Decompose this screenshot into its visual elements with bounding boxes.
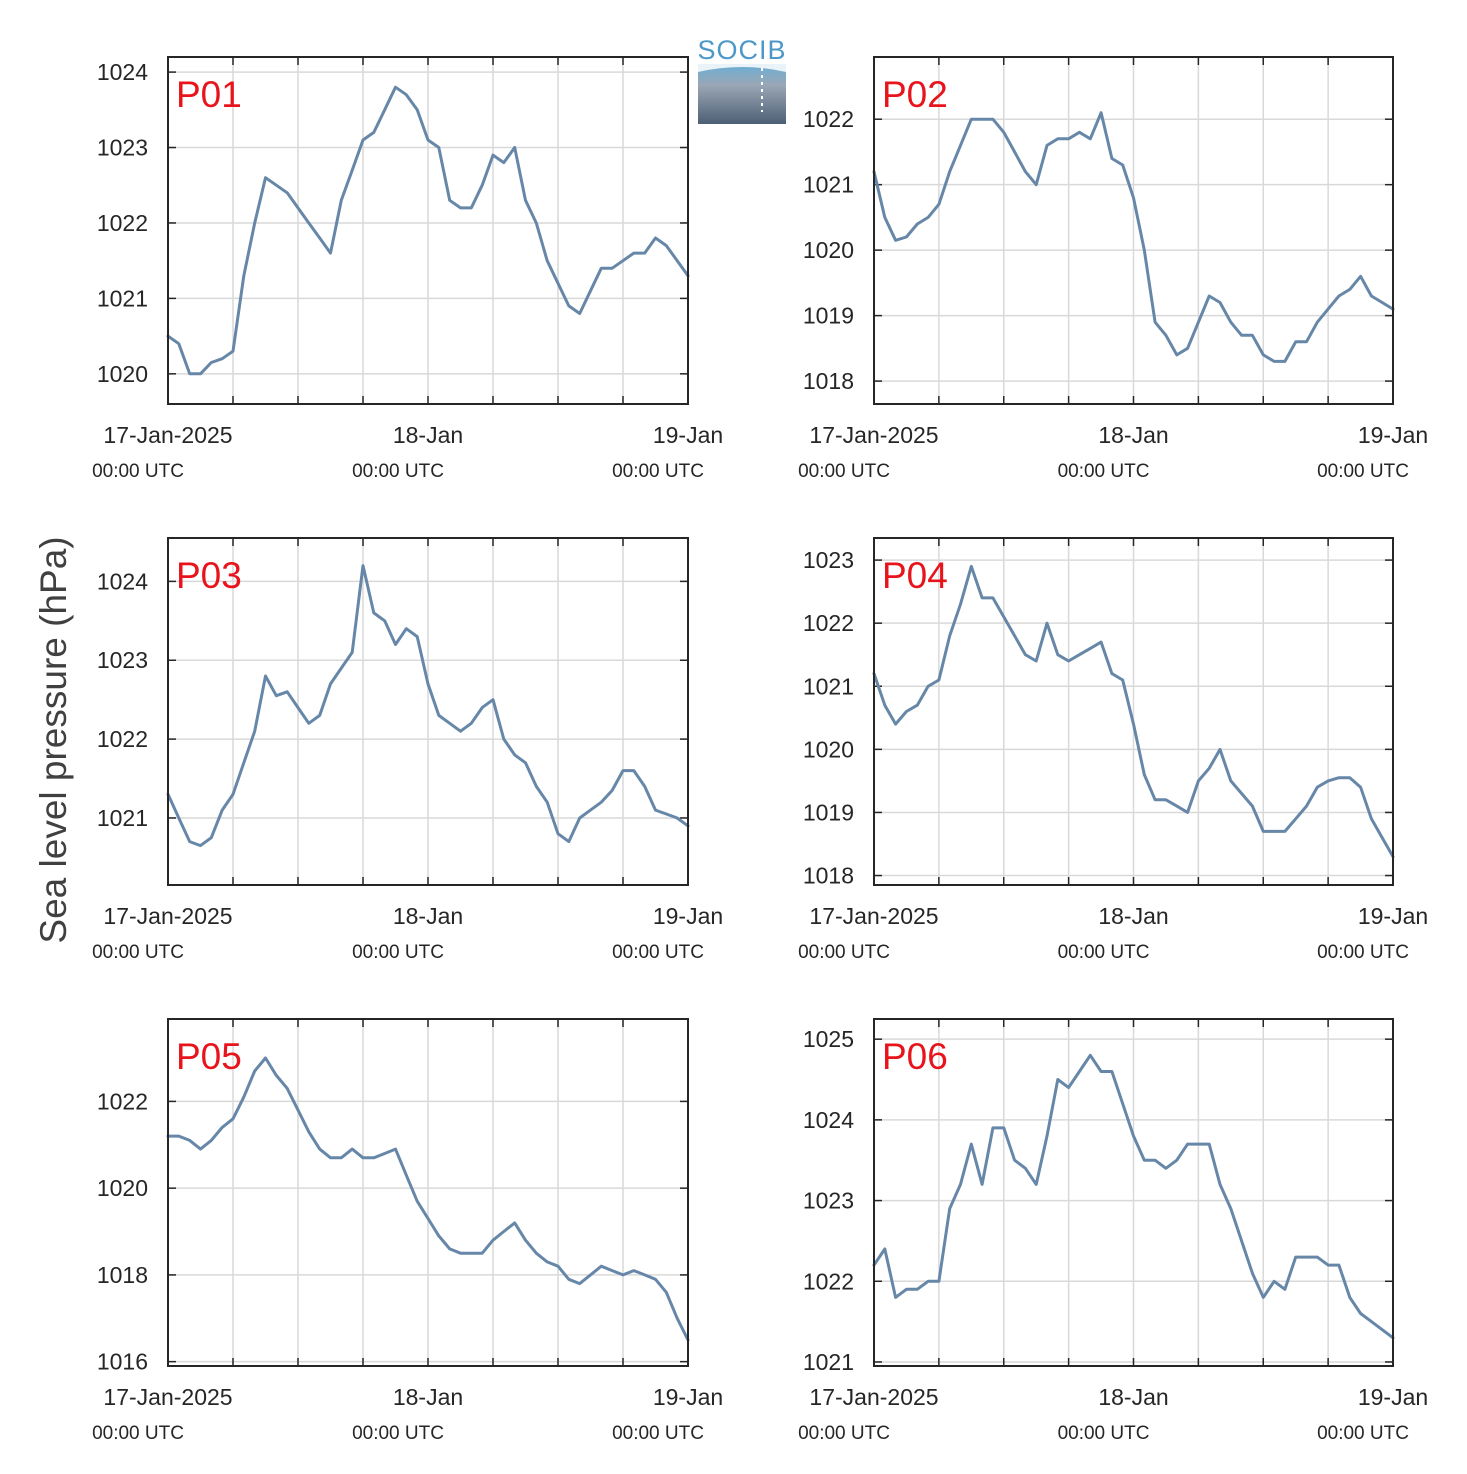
x-tick-date-label: 19-Jan: [1358, 903, 1428, 929]
x-tick-date-label: 19-Jan: [1358, 422, 1428, 448]
y-tick-label: 1018: [97, 1262, 148, 1288]
y-tick-label: 1024: [97, 59, 148, 85]
series-line-p02: [872, 111, 1395, 363]
x-tick-date-label: 19-Jan: [653, 422, 723, 448]
y-tick-label: 1018: [803, 368, 854, 394]
y-tick-label: 1022: [803, 1268, 854, 1294]
x-tick-date-label: 17-Jan-2025: [809, 903, 938, 929]
series-line-p03: [166, 564, 690, 848]
y-tick-label: 1023: [97, 135, 148, 161]
y-tick-label: 1020: [803, 736, 854, 762]
x-tick-time-label: 00:00 UTC: [92, 942, 184, 963]
x-tick-date-label: 18-Jan: [393, 422, 463, 448]
y-tick-label: 1019: [803, 303, 854, 329]
y-axis-label: Sea level pressure (hPa): [33, 536, 74, 943]
x-tick-time-label: 00:00 UTC: [92, 1423, 184, 1444]
panel-title: P05: [176, 1036, 242, 1077]
x-tick-date-label: 19-Jan: [653, 903, 723, 929]
x-tick-time-label: 00:00 UTC: [1058, 461, 1150, 482]
y-tick-label: 1022: [97, 1088, 148, 1114]
x-tick-date-label: 18-Jan: [393, 903, 463, 929]
axes-frame: [167, 56, 689, 405]
panel-title: P01: [176, 74, 242, 115]
x-tick-time-label: 00:00 UTC: [1317, 461, 1409, 482]
x-tick-date-label: 18-Jan: [1098, 422, 1168, 448]
y-tick-label: 1021: [97, 285, 148, 311]
x-tick-date-label: 17-Jan-2025: [103, 422, 232, 448]
x-tick-time-label: 00:00 UTC: [92, 461, 184, 482]
y-tick-label: 1021: [803, 673, 854, 699]
y-tick-label: 1022: [803, 106, 854, 132]
x-tick-time-label: 00:00 UTC: [798, 942, 890, 963]
series-line-p06: [872, 1053, 1395, 1340]
y-tick-label: 1020: [803, 237, 854, 263]
x-tick-time-label: 00:00 UTC: [1058, 1423, 1150, 1444]
x-tick-time-label: 00:00 UTC: [1317, 1423, 1409, 1444]
x-tick-time-label: 00:00 UTC: [1058, 942, 1150, 963]
y-tick-label: 1023: [803, 1188, 854, 1214]
y-tick-label: 1021: [803, 1349, 854, 1375]
y-tick-label: 1021: [803, 172, 854, 198]
y-tick-label: 1022: [97, 726, 148, 752]
y-tick-label: 1025: [803, 1026, 854, 1052]
x-tick-date-label: 17-Jan-2025: [809, 422, 938, 448]
x-tick-time-label: 00:00 UTC: [612, 461, 704, 482]
x-tick-date-label: 18-Jan: [1098, 903, 1168, 929]
x-tick-time-label: 00:00 UTC: [612, 942, 704, 963]
panel-p06: 1021 1022 1023 1024 1025 17-Jan-2025 00:00 UTC…: [798, 1018, 1428, 1444]
series-line-p05: [166, 1056, 690, 1342]
x-tick-date-label: 17-Jan-2025: [809, 1384, 938, 1410]
panel-p02: 1018 1019 1020 1021 1022 17-Jan-2025 00:00 UTC…: [798, 56, 1428, 482]
x-tick-time-label: 00:00 UTC: [798, 1423, 890, 1444]
x-tick-date-label: 19-Jan: [1358, 1384, 1428, 1410]
x-tick-date-label: 19-Jan: [653, 1384, 723, 1410]
x-tick-date-label: 18-Jan: [393, 1384, 463, 1410]
axes-frame: [873, 56, 1394, 405]
logo-wave: [698, 64, 786, 72]
y-tick-label: 1019: [803, 799, 854, 825]
x-tick-date-label: 18-Jan: [1098, 1384, 1168, 1410]
panel-p05: 1016 1018 1020 1022 17-Jan-2025 00:00 UTC 18-J…: [92, 1018, 723, 1444]
x-tick-time-label: 00:00 UTC: [798, 461, 890, 482]
axes-frame: [873, 1018, 1394, 1367]
y-tick-label: 1023: [97, 647, 148, 673]
x-tick-date-label: 17-Jan-2025: [103, 1384, 232, 1410]
logo-text: SOCIB: [697, 35, 786, 65]
y-tick-label: 1020: [97, 361, 148, 387]
panel-p04: 1018 1019 1020 1021 1022 1023 17-Jan-2025 00:00…: [798, 537, 1428, 963]
series-line-p01: [166, 85, 690, 376]
panel-title: P06: [882, 1036, 948, 1077]
y-tick-label: 1020: [97, 1175, 148, 1201]
x-tick-time-label: 00:00 UTC: [352, 942, 444, 963]
panel-p03: 1021 1022 1023 1024 17-Jan-2025 00:00 UTC 18-J…: [92, 537, 723, 963]
y-tick-label: 1021: [97, 805, 148, 831]
y-tick-label: 1022: [97, 210, 148, 236]
y-tick-label: 1022: [803, 610, 854, 636]
chart-panels: 1020 1021 1022 1023 1024 17-Jan-2025 00:00 UTC…: [92, 56, 1428, 1444]
y-tick-label: 1018: [803, 863, 854, 889]
x-tick-time-label: 00:00 UTC: [1317, 942, 1409, 963]
axes-frame: [167, 537, 689, 886]
logo-emblem: [698, 64, 786, 124]
axes-frame: [873, 537, 1394, 886]
x-tick-time-label: 00:00 UTC: [352, 461, 444, 482]
y-tick-label: 1023: [803, 547, 854, 573]
series-line-p04: [872, 564, 1395, 859]
panel-title: P02: [882, 74, 948, 115]
y-tick-label: 1024: [803, 1107, 854, 1133]
socib-logo: SOCIB: [697, 35, 786, 124]
x-tick-date-label: 17-Jan-2025: [103, 903, 232, 929]
panel-title: P03: [176, 555, 242, 596]
panel-title: P04: [882, 555, 948, 596]
y-tick-label: 1016: [97, 1349, 148, 1375]
y-tick-label: 1024: [97, 568, 148, 594]
panel-p01: 1020 1021 1022 1023 1024 17-Jan-2025 00:00 UTC…: [92, 56, 723, 482]
x-tick-time-label: 00:00 UTC: [612, 1423, 704, 1444]
axes-frame: [167, 1018, 689, 1367]
x-tick-time-label: 00:00 UTC: [352, 1423, 444, 1444]
